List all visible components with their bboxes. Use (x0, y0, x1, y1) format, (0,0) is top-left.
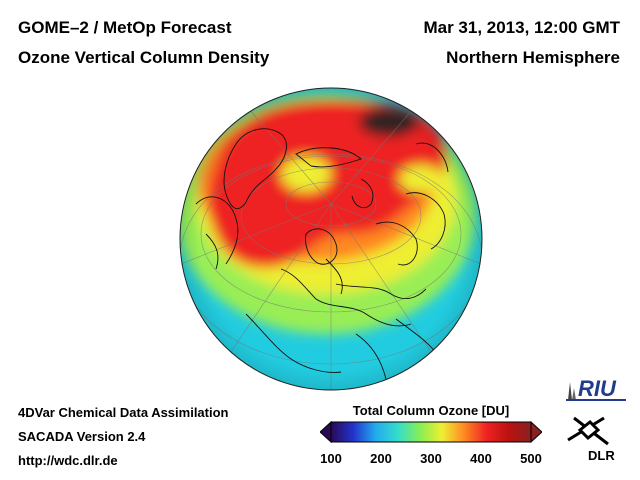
dlr-logo-icon (567, 416, 609, 446)
colorbar-tick-label: 500 (520, 451, 542, 466)
footer-version: SACADA Version 2.4 (18, 429, 146, 444)
colorbar-tick-label: 400 (470, 451, 492, 466)
region-title: Northern Hemisphere (446, 48, 620, 67)
colorbar-high-arrow (530, 420, 542, 444)
ozone-globe-map (179, 87, 483, 391)
dlr-logo-text: DLR (588, 448, 615, 463)
riu-logo-text: RIU (578, 376, 617, 401)
date-title: Mar 31, 2013, 12:00 GMT (423, 18, 620, 37)
colorbar-tick-label: 300 (420, 451, 442, 466)
globe-outline (179, 87, 483, 391)
colorbar-tick-label: 100 (320, 451, 342, 466)
ozone-colorbar (320, 420, 542, 444)
colorbar-title: Total Column Ozone [DU] (352, 403, 510, 418)
riu-logo: RIU (566, 376, 626, 401)
colorbar-low-arrow (320, 420, 332, 444)
colorbar-gradient (330, 421, 532, 443)
colorbar-tick-label: 200 (370, 451, 392, 466)
footer-method: 4DVar Chemical Data Assimilation (18, 405, 229, 420)
footer-url[interactable]: http://wdc.dlr.de (18, 453, 118, 468)
product-title: GOME–2 / MetOp Forecast (18, 18, 232, 37)
variable-title: Ozone Vertical Column Density (18, 48, 270, 67)
